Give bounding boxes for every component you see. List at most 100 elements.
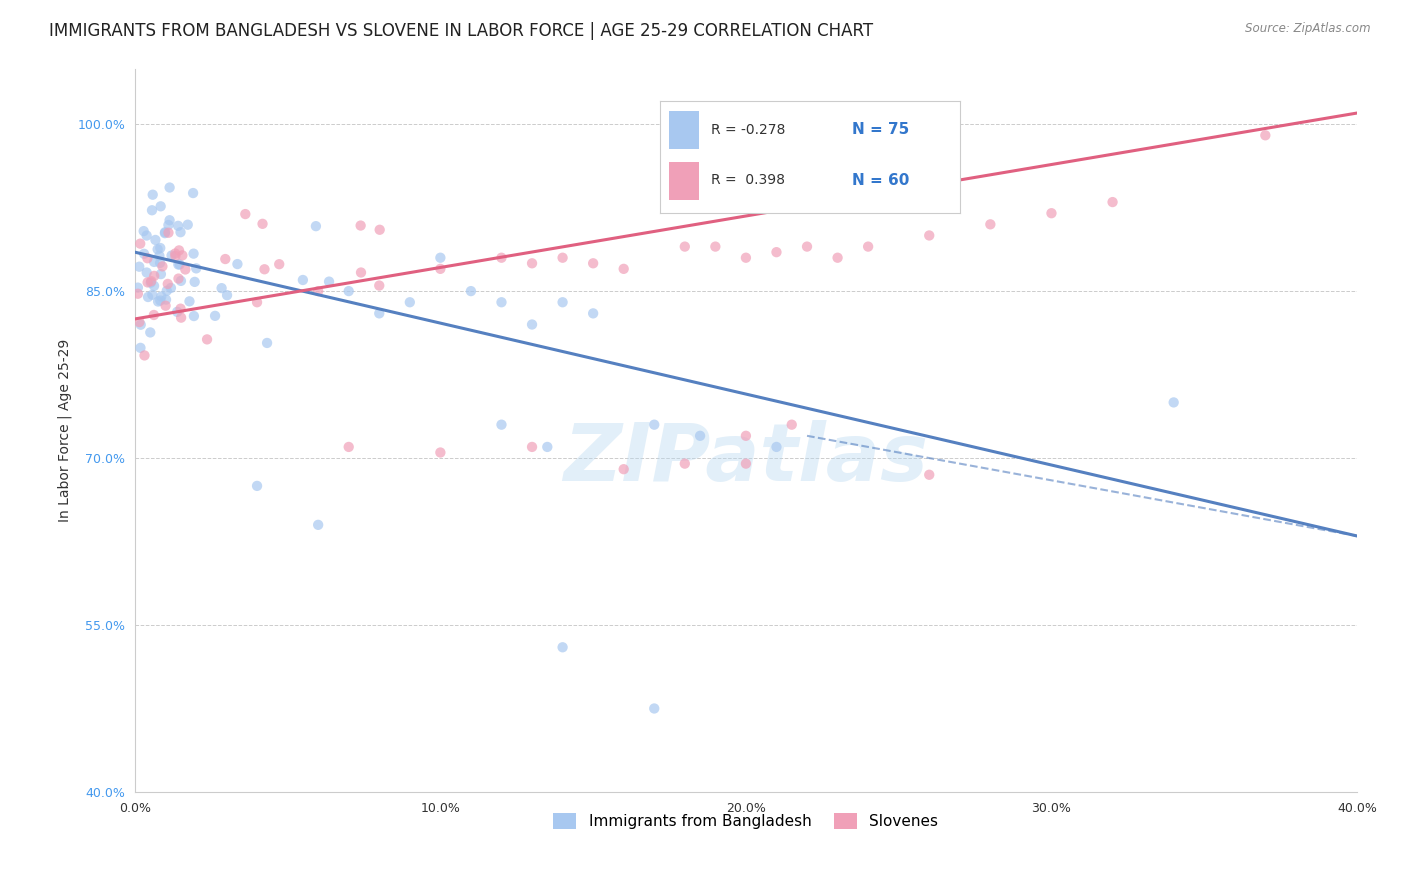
Point [139,326,162,340]
Point [827,251,849,265]
Point [979,217,1001,231]
Point [429,261,451,276]
Point [169,301,191,316]
Point [368,306,391,320]
Point [582,256,605,270]
Point [520,440,543,454]
Point [167,219,190,233]
Point [643,417,665,432]
Point [256,335,278,350]
Point [704,239,727,253]
Point [143,279,166,293]
Point [127,286,149,301]
Point [157,226,180,240]
Point [142,187,165,202]
Point [337,284,360,298]
Text: Source: ZipAtlas.com: Source: ZipAtlas.com [1246,22,1371,36]
Point [1101,195,1123,210]
Point [167,258,190,272]
Point [398,295,420,310]
Point [460,284,482,298]
Point [215,288,238,302]
Point [153,225,176,239]
Point [146,242,169,256]
Point [349,219,371,233]
Point [141,287,163,301]
Point [155,299,177,313]
Point [735,251,758,265]
Point [146,294,169,309]
Point [150,289,173,303]
Point [253,262,276,277]
Point [269,257,291,271]
Point [429,251,451,265]
Y-axis label: In Labor Force | Age 25-29: In Labor Force | Age 25-29 [58,339,72,522]
Point [159,213,181,227]
Point [165,249,187,263]
Point [368,223,391,237]
Point [177,218,200,232]
Text: IMMIGRANTS FROM BANGLADESH VS SLOVENE IN LABOR FORCE | AGE 25-29 CORRELATION CHA: IMMIGRANTS FROM BANGLADESH VS SLOVENE IN… [49,22,873,40]
Point [214,252,236,266]
Point [368,278,391,293]
Point [127,280,149,294]
Point [156,277,179,291]
Point [491,251,513,265]
Point [613,462,636,476]
Point [143,255,166,269]
Point [139,276,162,290]
Point [149,241,172,255]
Point [491,295,513,310]
Point [307,517,329,532]
Point [673,457,696,471]
Point [246,295,269,310]
Point [643,701,665,715]
Point [132,247,155,261]
Point [156,284,179,298]
Point [796,239,818,253]
Point [169,225,191,239]
Point [735,429,758,443]
Point [149,267,172,281]
Point [735,457,758,471]
Point [226,257,249,271]
Point [918,228,941,243]
Text: ZIPatlas: ZIPatlas [564,420,928,498]
Point [143,268,166,283]
Point [520,318,543,332]
Point [204,309,226,323]
Point [136,276,159,290]
Point [160,281,183,295]
Point [673,239,696,253]
Point [129,318,152,332]
Point [195,332,218,346]
Point [350,266,373,280]
Point [856,239,879,253]
Point [145,233,167,247]
Point [179,294,201,309]
Point [181,186,204,200]
Point [1254,128,1277,143]
Point [491,417,513,432]
Point [305,219,328,234]
Point [174,262,197,277]
Point [536,440,558,454]
Point [134,348,156,362]
Point [246,479,269,493]
Point [152,260,174,274]
Point [252,217,274,231]
Point [780,417,803,432]
Point [689,429,711,443]
Point [135,228,157,243]
Point [135,266,157,280]
Point [183,275,205,289]
Point [551,251,574,265]
Point [153,226,176,240]
Point [582,306,605,320]
Point [183,309,205,323]
Point [149,293,172,308]
Point [520,256,543,270]
Point [765,440,787,454]
Point [132,224,155,238]
Point [169,257,191,271]
